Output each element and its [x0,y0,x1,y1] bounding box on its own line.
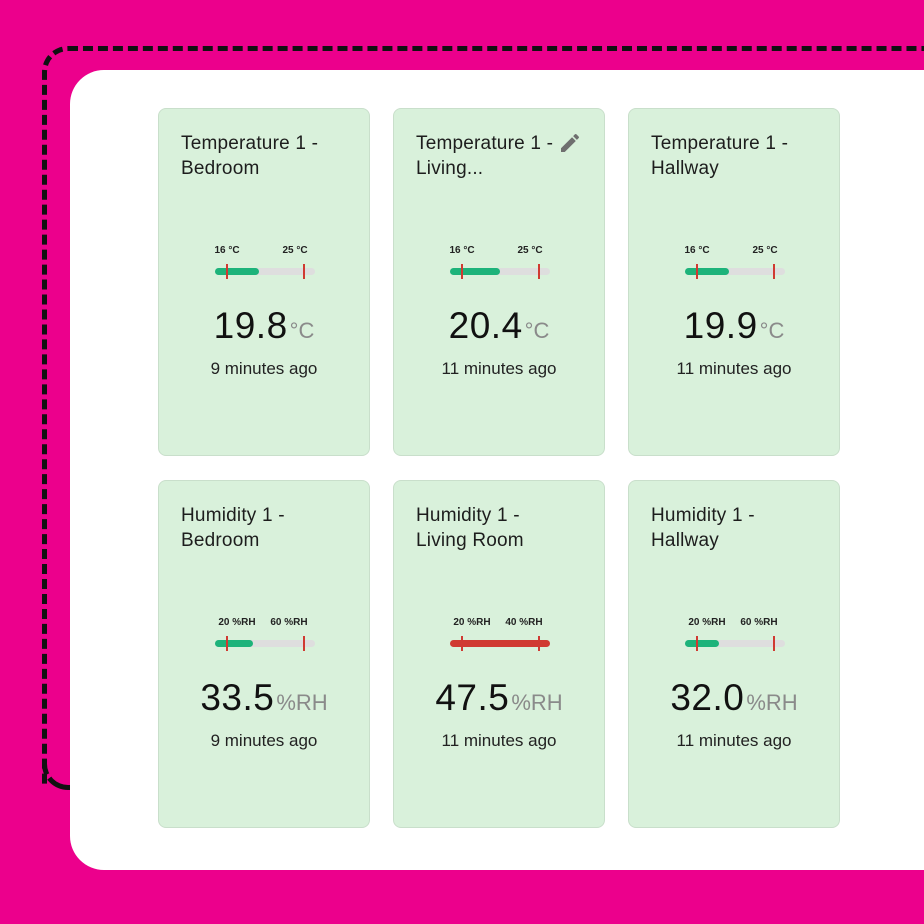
card-title: Temperature 1 - Bedroom [181,133,319,179]
last-updated: 9 minutes ago [210,731,318,750]
gauge-max-tick [538,636,540,651]
sensor-card-temperature-hallway[interactable]: Temperature 1 - Hallway 16 °C 25 °C 19.9… [628,108,840,456]
gauge-track [685,264,785,279]
reading-unit: °C [524,318,550,343]
sensor-card-humidity-bedroom[interactable]: Humidity 1 - Bedroom 20 %RH 60 %RH 33.5%… [158,480,370,828]
gauge-track [685,636,785,651]
card-title: Humidity 1 - Hallway [651,505,755,551]
range-gauge: 16 °C 25 °C [684,245,785,281]
gauge-min-tick [461,264,463,279]
reading-unit: %RH [746,690,798,715]
reading: 33.5%RH [159,677,369,719]
gauge-track [450,264,550,279]
gauge-min-tick [226,264,228,279]
sensor-card-humidity-living-room[interactable]: Humidity 1 - Living Room 20 %RH 40 %RH 4… [393,480,605,828]
range-gauge: 20 %RH 60 %RH [685,617,785,653]
gauge-min-tick [696,636,698,651]
sensor-card-temperature-living[interactable]: Temperature 1 - Living... 16 °C 25 °C 20… [393,108,605,456]
reading-unit: %RH [276,690,328,715]
gauge-track [450,636,550,651]
dashed-selection-frame [42,46,924,790]
gauge-max-tick [773,636,775,651]
gauge-fill [215,268,259,275]
gauge-max-label: 25 °C [282,245,308,256]
gauge-fill [450,268,500,275]
reading-value: 19.9 [683,305,758,346]
gauge-min-tick [226,636,228,651]
reading: 32.0%RH [629,677,839,719]
gauge-max-tick [538,264,540,279]
reading: 20.4°C [394,305,604,347]
gauge-min-label: 16 °C [214,245,240,256]
gauge-max-label: 40 %RH [505,617,543,628]
reading-value: 20.4 [448,305,523,346]
last-updated: 11 minutes ago [676,359,792,378]
gauge-max-tick [303,264,305,279]
reading-unit: °C [759,318,785,343]
last-updated: 11 minutes ago [441,359,557,378]
reading-value: 19.8 [213,305,288,346]
gauge-min-label: 20 %RH [453,617,491,628]
range-gauge: 20 %RH 60 %RH [215,617,315,653]
gauge-min-label: 20 %RH [218,617,256,628]
reading: 19.9°C [629,305,839,347]
sensor-card-temperature-bedroom[interactable]: Temperature 1 - Bedroom 16 °C 25 °C 19.8… [158,108,370,456]
card-title: Humidity 1 - Bedroom [181,505,285,551]
last-updated: 11 minutes ago [676,731,792,750]
gauge-fill [685,640,719,647]
gauge-max-label: 25 °C [517,245,543,256]
reading-unit: °C [289,318,315,343]
gauge-min-label: 20 %RH [688,617,726,628]
gauge-max-label: 25 °C [752,245,778,256]
card-title: Humidity 1 - Living Room [416,505,524,551]
last-updated: 11 minutes ago [441,731,557,750]
gauge-max-tick [773,264,775,279]
sensor-card-humidity-hallway[interactable]: Humidity 1 - Hallway 20 %RH 60 %RH 32.0%… [628,480,840,828]
gauge-min-label: 16 °C [684,245,710,256]
last-updated: 9 minutes ago [210,359,318,378]
reading-value: 33.5 [200,677,275,718]
gauge-fill [685,268,729,275]
gauge-track [215,264,315,279]
gauge-max-label: 60 %RH [740,617,778,628]
gauge-max-tick [303,636,305,651]
gauge-min-tick [696,264,698,279]
gauge-min-tick [461,636,463,651]
card-title: Temperature 1 - Living... [416,133,554,179]
dashboard-panel: Temperature 1 - Bedroom 16 °C 25 °C 19.8… [70,70,924,870]
gauge-max-label: 60 %RH [270,617,308,628]
gauge-min-label: 16 °C [449,245,475,256]
pencil-icon[interactable] [558,131,582,155]
gauge-fill [450,640,550,647]
reading: 47.5%RH [394,677,604,719]
gauge-fill [215,640,253,647]
range-gauge: 16 °C 25 °C [214,245,315,281]
reading: 19.8°C [159,305,369,347]
gauge-track [215,636,315,651]
card-title: Temperature 1 - Hallway [651,133,789,179]
range-gauge: 16 °C 25 °C [449,245,550,281]
range-gauge: 20 %RH 40 %RH [450,617,550,653]
reading-unit: %RH [511,690,563,715]
reading-value: 47.5 [435,677,510,718]
reading-value: 32.0 [670,677,745,718]
